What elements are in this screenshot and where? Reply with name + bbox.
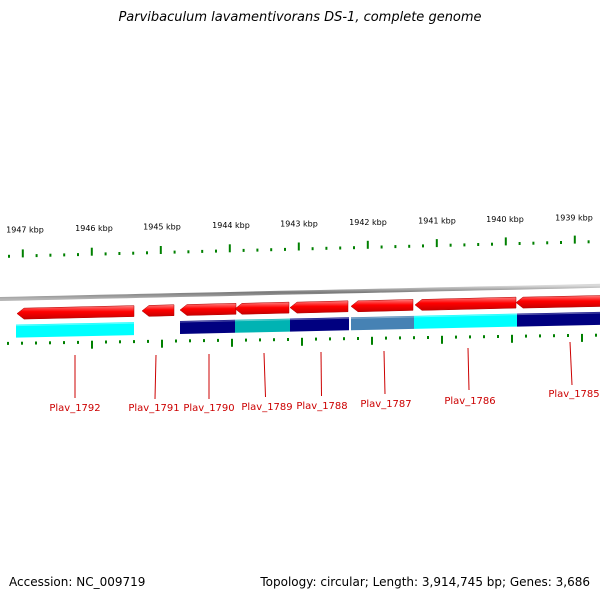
gene-arrow-plav_1787: [350, 299, 414, 313]
gene-arrow-plav_1788: [289, 300, 349, 314]
feature-bar-plav_1786: [414, 313, 517, 329]
feature-bar-plav_1785: [517, 311, 600, 327]
topology-label: Topology: circular; Length: 3,914,745 bp…: [260, 575, 590, 589]
gene-arrow-plav_1790: [179, 303, 237, 316]
gene-arrow-track: [16, 295, 600, 320]
scale-label: 1940 kbp: [486, 215, 524, 224]
scale-label: 1942 kbp: [349, 218, 387, 227]
accession-label: Accession: NC_009719: [9, 575, 146, 589]
feature-bar-highlight: [234, 319, 291, 322]
inner-tick-track: [7, 333, 597, 349]
gene-label-group: Plav_1792 Plav_1791 Plav_1790 Plav_1789 Plav…: [49, 389, 599, 414]
gene-label[interactable]: Plav_1790: [183, 403, 234, 414]
gene-feature-track: [15, 311, 600, 338]
scale-label: 1945 kbp: [143, 222, 181, 231]
gene-label[interactable]: Plav_1792: [49, 403, 100, 414]
scale-label: 1944 kbp: [212, 221, 250, 230]
leader-line: [154, 354, 157, 400]
feature-bar-highlight: [179, 320, 236, 323]
leader-line: [467, 347, 470, 391]
gene-arrow-plav_1789: [234, 301, 290, 315]
gene-label[interactable]: Plav_1787: [360, 399, 411, 410]
gene-label[interactable]: Plav_1786: [444, 396, 495, 407]
feature-bar-plav_1792: [16, 322, 134, 338]
scale-label: 1946 kbp: [75, 224, 113, 233]
genome-backbone: [0, 283, 600, 301]
feature-bar-plav_1789: [235, 318, 290, 333]
scale-label: 1941 kbp: [418, 216, 456, 225]
gene-label[interactable]: Plav_1788: [296, 401, 347, 412]
gene-arrow-plav_1786: [414, 296, 517, 311]
feature-bar-plav_1788: [290, 317, 349, 332]
scale-label: 1939 kbp: [555, 213, 593, 222]
leader-line: [263, 352, 266, 398]
map-title: Parvibaculum lavamentivorans DS-1, compl…: [118, 10, 482, 25]
feature-bar-plav_1787: [351, 315, 414, 331]
gene-label[interactable]: Plav_1789: [241, 402, 292, 413]
feature-bar-highlight: [516, 312, 600, 316]
leader-line: [383, 350, 386, 395]
outer-tick-track: [8, 235, 590, 258]
gene-label[interactable]: Plav_1791: [128, 403, 179, 414]
gene-arrow-plav_1791: [141, 304, 175, 317]
feature-bar-highlight: [289, 317, 350, 321]
leader-line: [320, 351, 322, 397]
gene-arrow-plav_1792: [16, 305, 135, 320]
feature-bar-highlight: [350, 316, 415, 319]
feature-bar-highlight: [15, 322, 135, 327]
leader-line: [569, 341, 573, 386]
scale-label-group: 1947 kbp 1946 kbp 1945 kbp 1944 kbp 1943 kbp…: [6, 213, 593, 234]
feature-bar-plav_1790: [180, 319, 235, 334]
gene-label[interactable]: Plav_1785: [548, 389, 599, 400]
gene-arrow-plav_1785: [515, 295, 600, 309]
feature-bar-highlight: [413, 314, 518, 318]
gene-label-leaders: [74, 341, 573, 400]
scale-label: 1943 kbp: [280, 219, 318, 228]
scale-label: 1947 kbp: [6, 225, 44, 234]
